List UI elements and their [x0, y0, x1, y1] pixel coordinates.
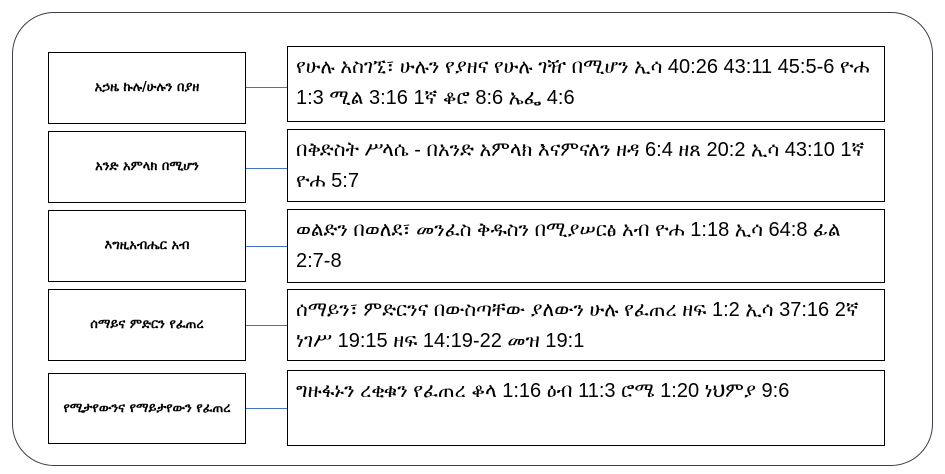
label-box-1: አኃዜ ኩሉ/ሁሉን በያዘ — [48, 52, 246, 124]
connector-line — [246, 246, 287, 247]
detail-text: በቅድስት ሥላሴ - በአንድ አምላክ እናምናለን ዘዳ 6:4 ዘጸ 2… — [296, 139, 865, 192]
detail-text: የሁሉ አስገኚ፣ ሁሉን የያዘና የሁሉ ገዥ በሚሆን ኢሳ 40:26 … — [296, 56, 870, 109]
label-text: አንድ አምላክ በሚሆን — [95, 159, 199, 175]
detail-box-5: ግዙፋኑን ረቂቁን የፈጠረ ቆላ 1:16 ዕብ 11:3 ሮሜ 1:20 … — [287, 370, 885, 446]
connector-line — [246, 87, 287, 88]
detail-text: ግዙፋኑን ረቂቁን የፈጠረ ቆላ 1:16 ዕብ 11:3 ሮሜ 1:20 … — [296, 380, 790, 402]
detail-box-1: የሁሉ አስገኚ፣ ሁሉን የያዘና የሁሉ ገዥ በሚሆን ኢሳ 40:26 … — [287, 46, 885, 122]
label-box-5: የሚታየውንና የማይታየውን የፈጠረ — [48, 373, 246, 444]
detail-text: ወልድን በወለደ፣ መንፈስ ቅዱስን በሚያሠርፅ አብ ዮሐ 1:18 ኢ… — [296, 219, 841, 272]
connector-line — [246, 168, 287, 169]
label-text: አኃዜ ኩሉ/ሁሉን በያዘ — [94, 80, 200, 96]
connector-line — [246, 408, 287, 409]
label-box-3: እግዚአብሔር አብ — [48, 210, 246, 282]
label-text: እግዚአብሔር አብ — [104, 238, 190, 254]
detail-box-2: በቅድስት ሥላሴ - በአንድ አምላክ እናምናለን ዘዳ 6:4 ዘጸ 2… — [287, 129, 885, 202]
label-box-4: ሰማይና ምድርን የፈጠረ — [48, 289, 246, 361]
connector-line — [246, 325, 287, 326]
label-text: የሚታየውንና የማይታየውን የፈጠረ — [63, 400, 231, 416]
detail-text: ሰማይን፣ ምድርንና በውስጣቸው ያለውን ሁሉ የፈጠረ ዘፍ 1:2 ኢ… — [296, 299, 859, 352]
label-box-2: አንድ አምላክ በሚሆን — [48, 131, 246, 203]
detail-box-4: ሰማይን፣ ምድርንና በውስጣቸው ያለውን ሁሉ የፈጠረ ዘፍ 1:2 ኢ… — [287, 289, 885, 361]
detail-box-3: ወልድን በወለደ፣ መንፈስ ቅዱስን በሚያሠርፅ አብ ዮሐ 1:18 ኢ… — [287, 209, 885, 283]
diagram-frame — [12, 12, 933, 466]
label-text: ሰማይና ምድርን የፈጠረ — [90, 317, 204, 333]
